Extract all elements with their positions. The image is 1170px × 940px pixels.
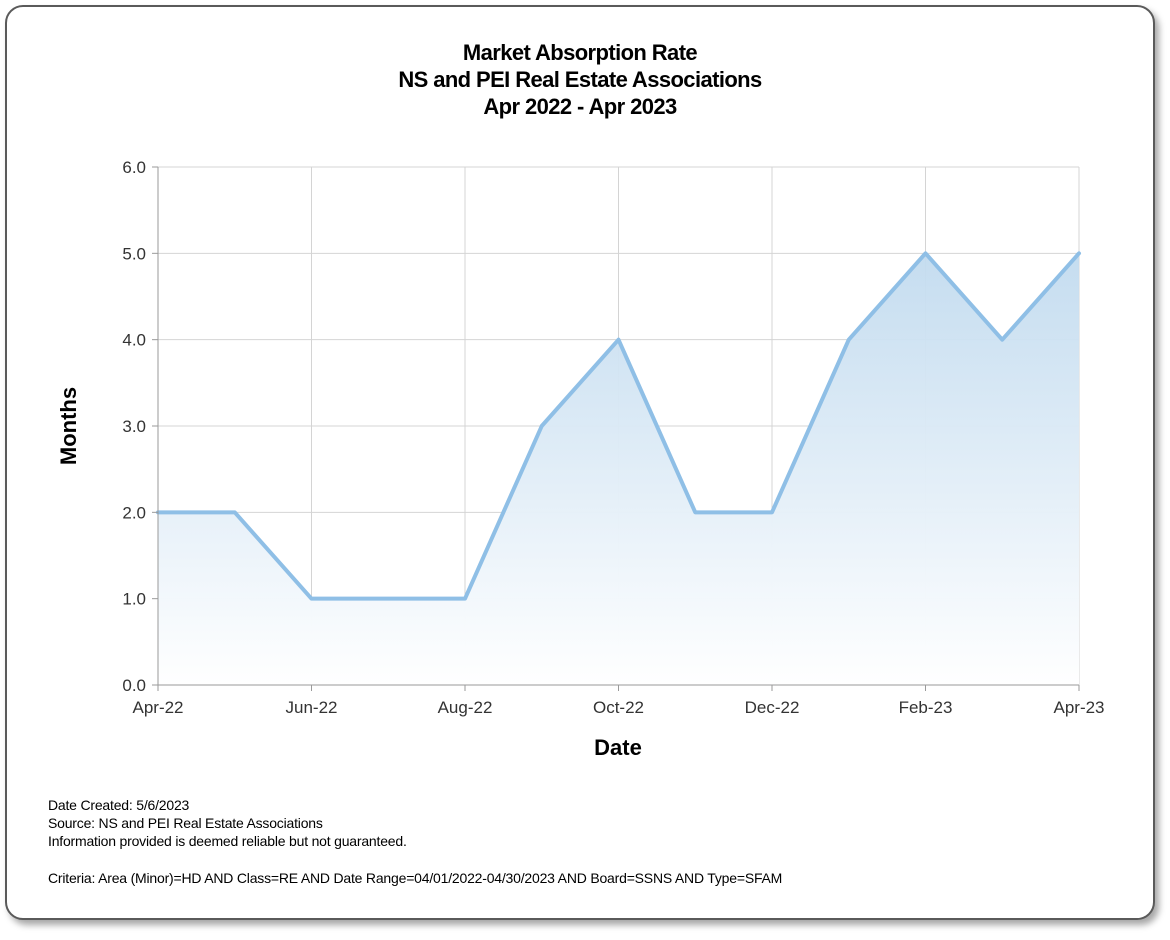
chart-title: Market Absorption Rate (462, 40, 698, 65)
footer-date-created: Date Created: 5/6/2023 (48, 797, 190, 813)
y-tick-label: 2.0 (122, 503, 146, 522)
data-point (847, 338, 851, 342)
y-tick-label: 3.0 (122, 417, 146, 436)
footer-criteria: Criteria: Area (Minor)=HD AND Class=RE A… (48, 870, 783, 886)
data-point (540, 424, 544, 428)
x-tick-label: Aug-22 (438, 698, 493, 717)
x-axis-label: Date (594, 735, 642, 760)
data-point (1077, 251, 1081, 255)
y-tick-label: 5.0 (122, 244, 146, 263)
data-point (770, 510, 774, 514)
data-point (463, 597, 467, 601)
x-tick-labels: Apr-22 Jun-22 Aug-22 Oct-22 Dec-22 Feb-23 Apr-… (132, 698, 1104, 717)
footer-source: Source: NS and PEI Real Estate Associati… (48, 815, 323, 831)
y-tick-label: 0.0 (122, 676, 146, 695)
chart-subtitle: NS and PEI Real Estate Associations (398, 67, 762, 92)
data-point (310, 597, 313, 601)
x-tick-label: Oct-22 (593, 698, 644, 717)
plot-area (156, 251, 1081, 686)
data-point (617, 338, 620, 342)
data-point (1000, 338, 1004, 342)
footer-disclaimer: Information provided is deemed reliable … (48, 833, 407, 849)
y-tick-label: 6.0 (122, 158, 146, 177)
area-fill (158, 253, 1079, 686)
y-tick-label: 1.0 (122, 590, 146, 609)
chart-date-range: Apr 2022 - Apr 2023 (483, 94, 677, 119)
data-point (693, 510, 697, 514)
x-tick-label: Jun-22 (286, 698, 338, 717)
y-axis-label: Months (56, 387, 81, 465)
x-tick-label: Apr-23 (1053, 698, 1104, 717)
data-point (386, 597, 390, 601)
x-tick-label: Apr-22 (132, 698, 183, 717)
data-point (233, 510, 237, 514)
y-tick-labels: 0.0 1.0 2.0 3.0 4.0 5.0 6.0 (122, 158, 146, 695)
data-point (924, 251, 927, 255)
x-tick-label: Feb-23 (899, 698, 953, 717)
y-tick-label: 4.0 (122, 331, 146, 350)
x-tick-label: Dec-22 (745, 698, 800, 717)
axes (152, 166, 1080, 691)
